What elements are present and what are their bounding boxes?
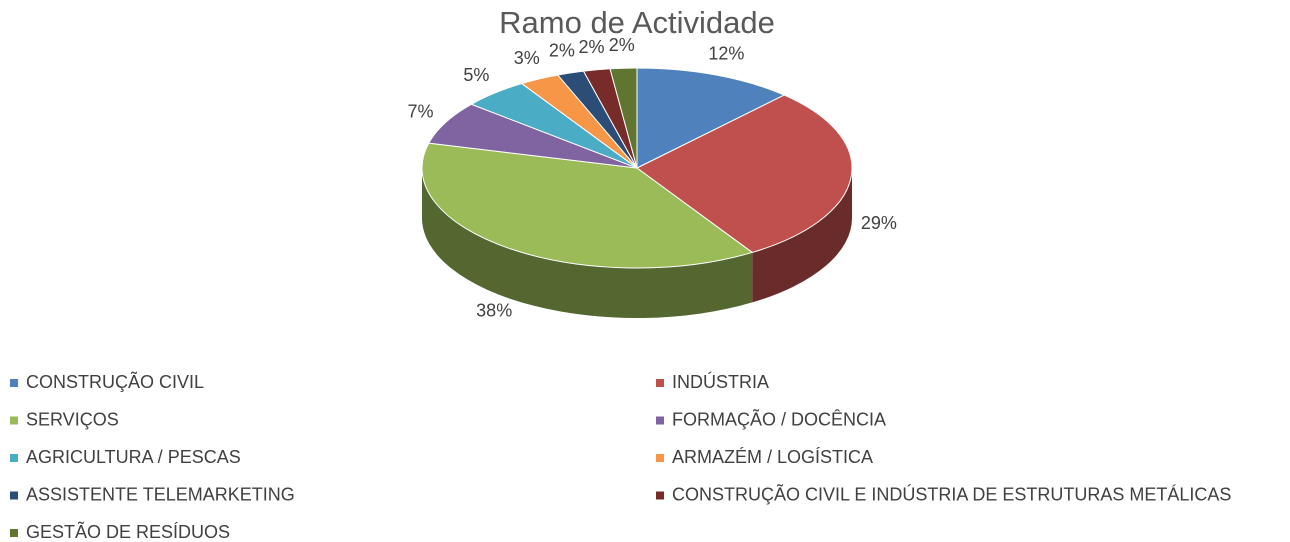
slice-side bbox=[422, 168, 753, 318]
legend-label: AGRICULTURA / PESCAS bbox=[26, 447, 241, 467]
data-label: 2% bbox=[549, 41, 575, 61]
legend-label: INDÚSTRIA bbox=[672, 371, 769, 392]
legend-marker bbox=[10, 491, 18, 500]
data-label: 7% bbox=[408, 101, 434, 121]
data-label: 29% bbox=[861, 213, 897, 233]
data-label: 2% bbox=[578, 37, 604, 57]
legend-label: ASSISTENTE TELEMARKETING bbox=[26, 484, 295, 504]
chart-title: Ramo de Actividade bbox=[499, 5, 775, 40]
legend-marker bbox=[10, 529, 18, 537]
legend-label: GESTÃO DE RESÍDUOS bbox=[26, 521, 230, 542]
slice bbox=[421, 142, 754, 269]
data-label: 2% bbox=[609, 35, 635, 55]
data-label: 3% bbox=[514, 48, 540, 68]
legend-label: FORMAÇÃO / DOCÊNCIA bbox=[672, 408, 886, 429]
legend-marker bbox=[10, 379, 18, 387]
legend-marker bbox=[656, 491, 664, 500]
slice-side bbox=[752, 168, 852, 303]
legend-marker bbox=[656, 379, 664, 387]
slice bbox=[636, 94, 853, 253]
slice bbox=[609, 67, 638, 169]
legend-label: CONSTRUÇÃO CIVIL E INDÚSTRIA DE ESTRUTUR… bbox=[672, 483, 1231, 504]
legend-label: SERVIÇOS bbox=[26, 409, 119, 429]
data-label: 38% bbox=[476, 300, 512, 320]
legend-marker bbox=[656, 416, 664, 425]
legend-marker bbox=[10, 416, 18, 425]
data-label: 12% bbox=[708, 43, 744, 63]
legend-label: CONSTRUÇÃO CIVIL bbox=[26, 371, 204, 392]
legend-label: ARMAZÉM / LOGÍSTICA bbox=[672, 447, 873, 467]
data-label: 5% bbox=[463, 65, 489, 85]
legend-marker bbox=[656, 454, 664, 462]
slice bbox=[636, 67, 786, 169]
legend-marker bbox=[10, 454, 18, 462]
